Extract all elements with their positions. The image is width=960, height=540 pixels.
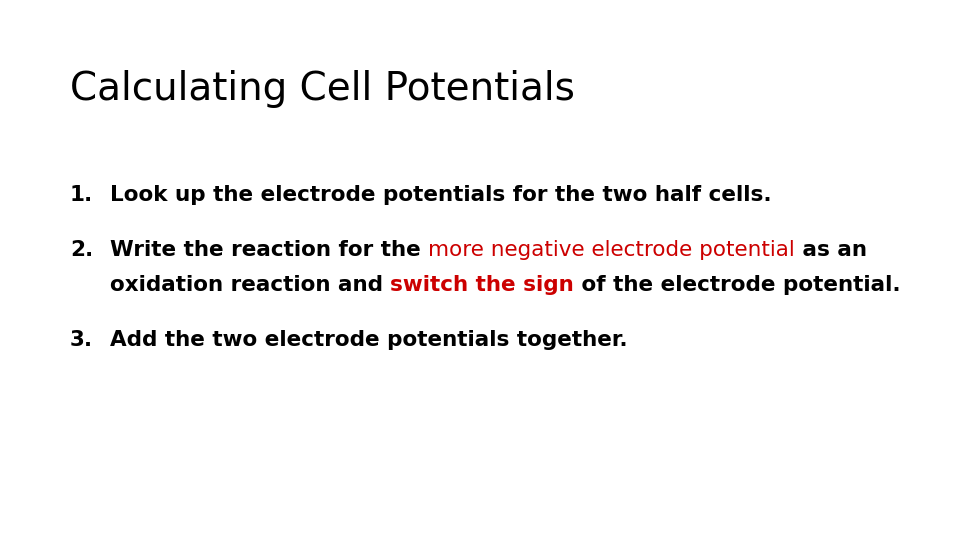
Text: more negative electrode potential: more negative electrode potential (428, 240, 795, 260)
Text: as an: as an (795, 240, 867, 260)
Text: Calculating Cell Potentials: Calculating Cell Potentials (70, 70, 575, 108)
Text: Write the reaction for the: Write the reaction for the (110, 240, 428, 260)
Text: Add the two electrode potentials together.: Add the two electrode potentials togethe… (110, 330, 628, 350)
Text: 1.: 1. (70, 185, 93, 205)
Text: 2.: 2. (70, 240, 93, 260)
Text: 3.: 3. (70, 330, 93, 350)
Text: of the electrode potential.: of the electrode potential. (574, 275, 900, 295)
Text: oxidation reaction and: oxidation reaction and (110, 275, 391, 295)
Text: switch the sign: switch the sign (391, 275, 574, 295)
Text: Look up the electrode potentials for the two half cells.: Look up the electrode potentials for the… (110, 185, 772, 205)
